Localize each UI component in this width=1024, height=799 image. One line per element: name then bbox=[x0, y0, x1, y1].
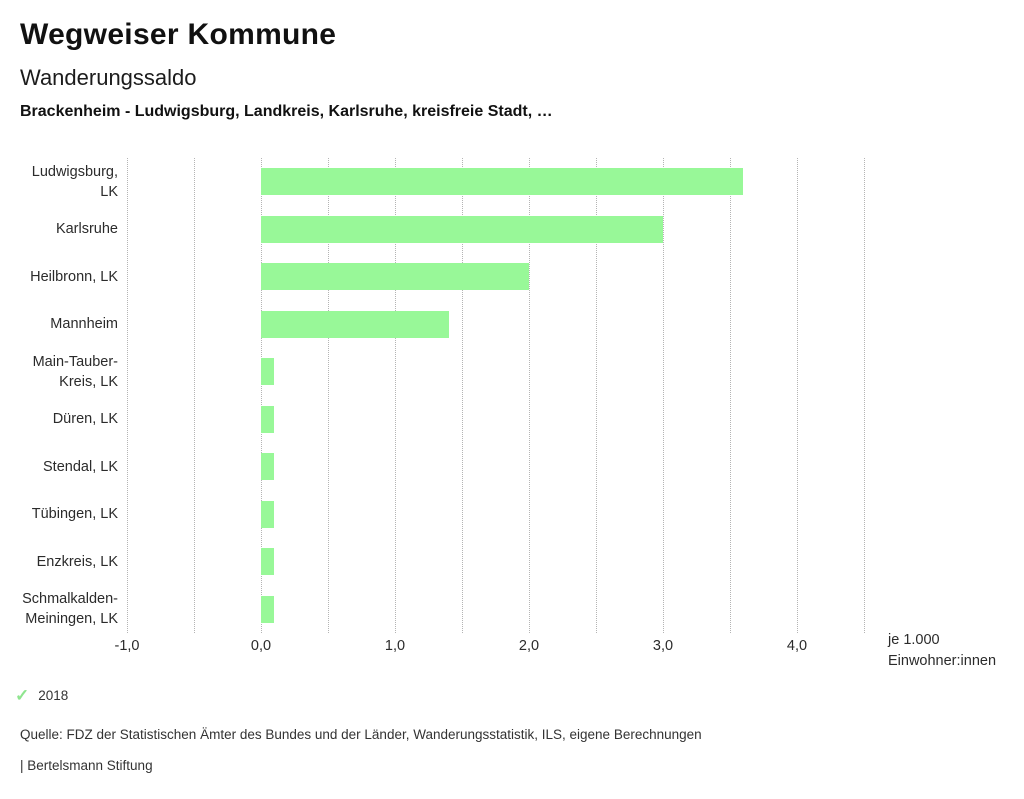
bar-enzkreis-lk[interactable] bbox=[261, 548, 275, 576]
bar-karlsruhe[interactable] bbox=[261, 215, 663, 243]
y-label-ludwigsburg-lk: Ludwigsburg, LK bbox=[31, 163, 118, 200]
y-label-mannheim: Mannheim bbox=[50, 316, 118, 333]
chart-plot-area bbox=[127, 158, 865, 633]
bar-chart: Ludwigsburg, LK Karlsruhe Heilbronn, LK Man… bbox=[0, 155, 1024, 685]
bar-main-tauber-kreis-lk[interactable] bbox=[261, 358, 275, 386]
checkmark-icon: ✓ bbox=[15, 686, 30, 705]
y-label-heilbronn-lk: Heilbronn, LK bbox=[30, 268, 118, 285]
bar-schmalkalden-meiningen-lk[interactable] bbox=[261, 595, 275, 623]
x-tick-0-0: 0,0 bbox=[250, 638, 272, 654]
bar-ludwigsburg-lk[interactable] bbox=[261, 168, 744, 196]
chart-title: Wanderungssaldo bbox=[20, 65, 197, 90]
x-axis-tick-labels: -1,0 0,0 1,0 2,0 3,0 4,0 bbox=[115, 638, 864, 658]
x-tick--1-0: -1,0 bbox=[114, 638, 140, 654]
gridline bbox=[864, 158, 865, 633]
bar-mannheim[interactable] bbox=[261, 310, 449, 338]
branding-text: | Bertelsmann Stiftung bbox=[20, 758, 153, 773]
bar-stendal-lk[interactable] bbox=[261, 453, 275, 481]
y-label-enzkreis-lk: Enzkreis, LK bbox=[36, 553, 118, 570]
bar-tubingen-lk[interactable] bbox=[261, 500, 275, 528]
x-tick-4-0: 4,0 bbox=[786, 638, 808, 654]
gridline bbox=[328, 158, 329, 633]
gridline bbox=[797, 158, 798, 633]
gridline bbox=[194, 158, 195, 633]
y-label-schmalkalden-meiningen-lk: Schmalkalden- Meiningen, LK bbox=[22, 591, 118, 628]
gridline bbox=[462, 158, 463, 633]
gridline bbox=[127, 158, 128, 633]
gridline bbox=[730, 158, 731, 633]
y-label-stendal-lk: Stendal, LK bbox=[43, 458, 118, 475]
gridline bbox=[663, 158, 664, 633]
bar-heilbronn-lk[interactable] bbox=[261, 263, 529, 291]
source-text: Quelle: FDZ der Statistischen Ämter des … bbox=[20, 727, 702, 742]
page-title: Wegweiser Kommune bbox=[20, 18, 337, 51]
gridline bbox=[596, 158, 597, 633]
y-label-duren-lk: Düren, LK bbox=[52, 411, 118, 428]
gridline bbox=[395, 158, 396, 633]
x-tick-2-0: 2,0 bbox=[518, 638, 540, 654]
legend-year-label: 2018 bbox=[38, 688, 69, 703]
legend-item-2018[interactable]: ✓ 2018 bbox=[15, 687, 68, 704]
x-tick-1-0: 1,0 bbox=[384, 638, 406, 654]
x-tick-3-0: 3,0 bbox=[652, 638, 674, 654]
bar-duren-lk[interactable] bbox=[261, 405, 275, 433]
y-axis-category-labels: Ludwigsburg, LK Karlsruhe Heilbronn, LK Man… bbox=[0, 158, 118, 633]
y-label-karlsruhe: Karlsruhe bbox=[55, 221, 118, 238]
chart-comparison-subtitle: Brackenheim - Ludwigsburg, Landkreis, Ka… bbox=[20, 103, 553, 120]
gridline bbox=[529, 158, 530, 633]
y-label-main-tauber-kreis-lk: Main-Tauber- Kreis, LK bbox=[32, 353, 118, 390]
y-label-tubingen-lk: Tübingen, LK bbox=[31, 506, 118, 523]
gridline bbox=[261, 158, 262, 633]
x-axis-unit-label: je 1.000 Einwohner:innen bbox=[888, 632, 997, 669]
